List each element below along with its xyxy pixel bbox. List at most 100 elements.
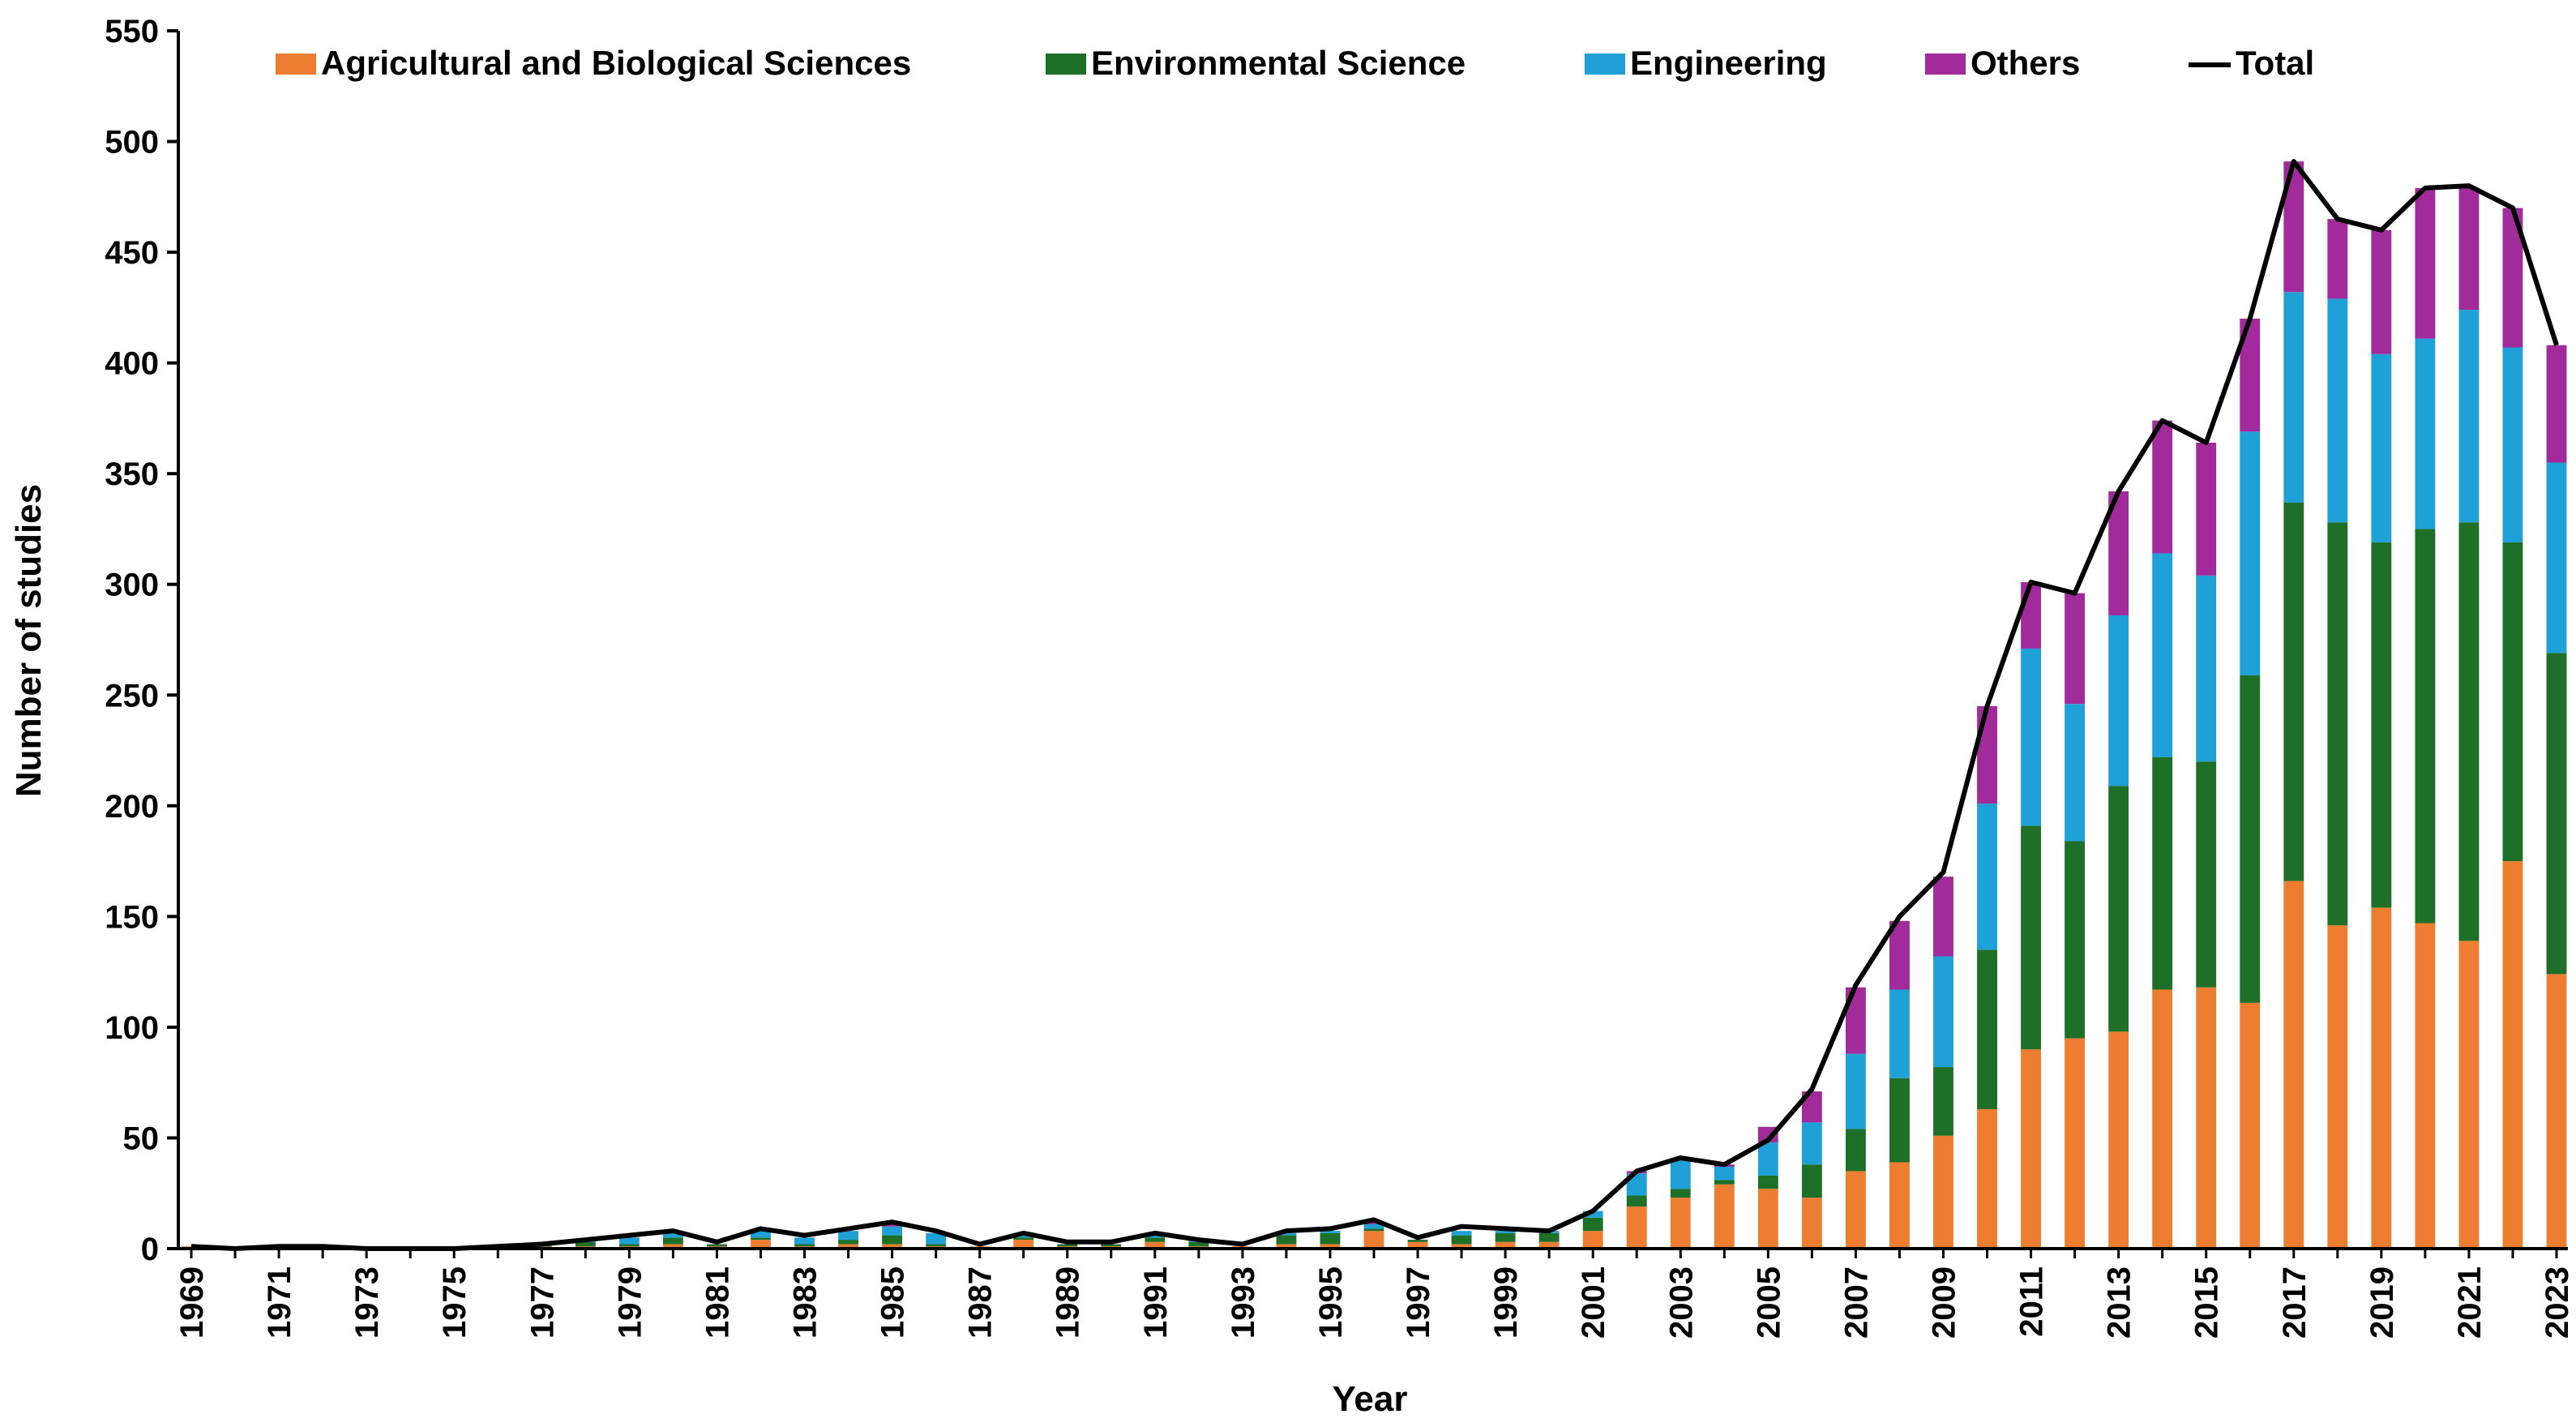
bar-segment [1495, 1241, 1516, 1249]
bar-segment [1538, 1241, 1560, 1249]
legend-label: Environmental Science [1091, 44, 1466, 82]
bar-segment [1320, 1232, 1341, 1245]
bar-segment [2196, 442, 2217, 576]
bar-segment [1057, 1244, 1078, 1247]
x-axis-title: Year [1333, 1379, 1408, 1419]
bar-segment [2021, 582, 2041, 649]
bar-segment [2415, 338, 2436, 529]
bar-segment [2502, 542, 2523, 862]
bar-segment [1933, 1067, 1953, 1136]
bar-segment [1977, 705, 1997, 804]
bar-segment [662, 1237, 683, 1245]
x-tick-label: 1987 [963, 1266, 999, 1339]
x-tick-label: 2011 [2014, 1266, 2050, 1337]
bar-segment [2546, 345, 2567, 463]
bar-segment [1933, 876, 1953, 957]
bar-segment [1276, 1232, 1297, 1236]
bar-segment [1495, 1231, 1516, 1233]
bar-segment [2415, 187, 2436, 339]
bar-segment [2371, 229, 2392, 354]
bar-segment [2108, 615, 2129, 786]
bar-segment [2152, 756, 2173, 990]
bar-segment [2327, 522, 2348, 926]
bar-segment [1714, 1184, 1735, 1249]
bar-segment [2371, 907, 2392, 1249]
x-tick-label: 2009 [1926, 1266, 1962, 1339]
bar-segment [1582, 1231, 1603, 1249]
legend-swatch [276, 54, 316, 75]
bar-segment [1101, 1244, 1122, 1247]
bar-segment [1933, 956, 1953, 1068]
bar-segment [1145, 1235, 1166, 1238]
bar-segment [1757, 1189, 1778, 1249]
bar-segment [1320, 1244, 1341, 1249]
bar-segment [1977, 1108, 1997, 1249]
bar-segment [2327, 925, 2348, 1249]
x-tick-label: 2023 [2540, 1266, 2575, 1339]
legend-swatch [1925, 54, 1966, 75]
bar-segment [1013, 1237, 1034, 1241]
bar-segment [1188, 1241, 1209, 1247]
x-tick-label: 1973 [349, 1266, 385, 1339]
bar-segment [2415, 529, 2436, 923]
bar-segment [1276, 1235, 1297, 1245]
y-tick-label: 450 [105, 235, 159, 271]
y-axis-ticks: 0 50 100 150 200 250 300 350 400 450 500 550 [105, 14, 178, 1267]
x-tick-label: 2013 [2102, 1266, 2137, 1339]
bar-segment [2108, 786, 2129, 1032]
x-tick-label: 1995 [1313, 1266, 1349, 1339]
bar-segment [1977, 803, 1997, 950]
bar-segment [2240, 431, 2261, 675]
bar-segment [1757, 1142, 1778, 1176]
x-tick-label: 1971 [262, 1266, 297, 1339]
bar-segment [1320, 1231, 1341, 1233]
y-tick-label: 100 [105, 1010, 159, 1046]
bar-segment [1889, 1162, 1910, 1249]
x-tick-label: 1997 [1401, 1266, 1436, 1339]
y-tick-label: 550 [105, 14, 159, 49]
x-tick-label: 2019 [2364, 1266, 2400, 1339]
bar-segment [1013, 1240, 1034, 1249]
bar-segment [1977, 949, 1997, 1109]
y-tick-label: 50 [123, 1121, 160, 1156]
bar-segment [1626, 1206, 1647, 1249]
bar-segment [794, 1237, 815, 1245]
bar-segment [2065, 593, 2086, 705]
y-tick-label: 200 [105, 789, 159, 825]
bar-segment [2283, 502, 2304, 881]
bar-segment [1407, 1241, 1428, 1249]
bar-segment [1451, 1231, 1472, 1236]
bar-segment [2152, 420, 2173, 554]
y-tick-label: 300 [105, 568, 159, 603]
bar-segment [751, 1237, 771, 1241]
legend-label: Agricultural and Biological Sciences [321, 44, 911, 82]
legend-swatch [1585, 54, 1625, 75]
bar-segment [2065, 841, 2086, 1039]
y-tick-label: 150 [105, 899, 159, 935]
x-tick-label: 2001 [1576, 1266, 1611, 1339]
x-tick-label: 1985 [875, 1266, 911, 1339]
bar-segment [2108, 1031, 2129, 1249]
y-tick-label: 500 [105, 125, 159, 161]
bar-segment [2458, 941, 2480, 1249]
x-tick-label: 2007 [1838, 1266, 1874, 1339]
legend-label: Others [1971, 44, 2080, 82]
bar-segment [1801, 1122, 1822, 1165]
bar-segment [2327, 219, 2348, 299]
x-tick-label: 2017 [2277, 1266, 2313, 1339]
x-tick-label: 1981 [700, 1266, 735, 1339]
bar-segment [2458, 310, 2480, 523]
bar-segment [838, 1231, 858, 1241]
bar-segment [1276, 1244, 1297, 1249]
bar-segment [1670, 1198, 1691, 1249]
bar-segment [575, 1241, 596, 1247]
bar-segment [2371, 354, 2392, 542]
bar-segment [751, 1231, 771, 1238]
bar-segment [882, 1235, 903, 1245]
bar-segment [1670, 1189, 1691, 1198]
bar-segment [882, 1226, 903, 1236]
bar-segment [2546, 653, 2567, 975]
bar-segment [618, 1244, 640, 1247]
bar-segment [1407, 1240, 1428, 1242]
